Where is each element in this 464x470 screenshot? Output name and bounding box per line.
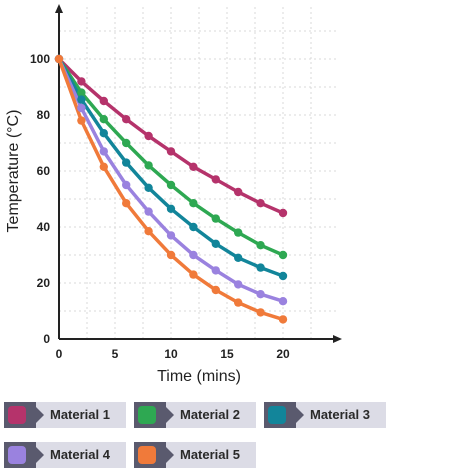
legend-label: Material 4 bbox=[36, 442, 126, 468]
data-point-material-5 bbox=[234, 298, 243, 307]
x-tick-label: 10 bbox=[164, 347, 178, 361]
x-tick-label: 5 bbox=[112, 347, 119, 361]
data-point-material-3 bbox=[189, 222, 198, 232]
data-point-material-2 bbox=[189, 199, 198, 208]
data-point-material-2 bbox=[234, 228, 243, 237]
data-point-material-5 bbox=[54, 54, 64, 64]
series-points bbox=[54, 54, 288, 324]
data-point-material-2 bbox=[144, 161, 153, 170]
y-tick-label: 0 bbox=[43, 332, 50, 346]
data-point-material-5 bbox=[122, 199, 131, 208]
data-point-material-5 bbox=[211, 285, 220, 295]
data-point-material-5 bbox=[278, 315, 288, 324]
data-point-material-1 bbox=[278, 208, 288, 218]
legend-arrow-icon bbox=[36, 407, 44, 423]
data-point-material-1 bbox=[122, 115, 131, 124]
data-point-material-5 bbox=[189, 270, 198, 279]
data-point-material-2 bbox=[122, 138, 131, 148]
legend-item-material-5[interactable]: Material 5 bbox=[134, 442, 256, 468]
legend-arrow-icon bbox=[296, 407, 304, 423]
data-point-material-2 bbox=[166, 180, 176, 190]
legend-swatch-material-1 bbox=[8, 406, 26, 424]
data-point-material-2 bbox=[278, 250, 288, 260]
legend-swatch-frame bbox=[134, 402, 174, 428]
data-point-material-2 bbox=[99, 115, 109, 124]
data-point-material-3 bbox=[256, 263, 265, 272]
data-point-material-1 bbox=[256, 199, 265, 208]
legend-item-material-1[interactable]: Material 1 bbox=[4, 402, 126, 428]
line-chart: 0 5 10 15 20 0 20 40 60 80 100 Time (mins) Tempera… bbox=[5, 4, 342, 385]
data-point-material-2 bbox=[77, 88, 86, 97]
data-point-material-1 bbox=[189, 162, 198, 171]
data-point-material-1 bbox=[211, 175, 220, 184]
data-point-material-1 bbox=[99, 96, 109, 106]
data-point-material-5 bbox=[99, 162, 109, 171]
legend-swatch-material-5 bbox=[138, 446, 156, 464]
x-axis-title: Time (mins) bbox=[157, 368, 241, 385]
legend-swatch-material-4 bbox=[8, 446, 26, 464]
y-tick-label: 60 bbox=[37, 164, 51, 178]
data-point-material-3 bbox=[77, 95, 86, 104]
legend-swatch-frame bbox=[4, 442, 44, 468]
data-point-material-3 bbox=[234, 253, 243, 262]
y-tick-label: 20 bbox=[37, 276, 51, 290]
data-point-material-3 bbox=[211, 239, 220, 248]
data-point-material-4 bbox=[77, 103, 86, 113]
data-point-material-3 bbox=[99, 129, 109, 138]
data-point-material-4 bbox=[144, 207, 153, 216]
data-point-material-4 bbox=[234, 280, 243, 289]
x-tick-label: 0 bbox=[56, 347, 63, 361]
tick-labels: 0 5 10 15 20 0 20 40 60 80 100 bbox=[30, 52, 290, 361]
x-axis-arrow bbox=[333, 335, 342, 343]
y-tick-label: 100 bbox=[30, 52, 50, 66]
legend-swatch-material-2 bbox=[138, 406, 156, 424]
legend-arrow-icon bbox=[166, 407, 174, 423]
legend-swatch-frame bbox=[134, 442, 174, 468]
legend-item-material-4[interactable]: Material 4 bbox=[4, 442, 126, 468]
legend-label: Material 2 bbox=[166, 402, 256, 428]
legend-item-material-2[interactable]: Material 2 bbox=[134, 402, 256, 428]
legend-swatch-frame bbox=[264, 402, 304, 428]
legend-swatch-frame bbox=[4, 402, 44, 428]
data-point-material-3 bbox=[166, 204, 176, 213]
legend-swatch-material-3 bbox=[268, 406, 286, 424]
data-point-material-3 bbox=[122, 158, 131, 167]
legend: Material 1 Material 2 Material 3 Materia… bbox=[0, 398, 464, 470]
legend-item-material-3[interactable]: Material 3 bbox=[264, 402, 386, 428]
data-point-material-5 bbox=[144, 227, 153, 236]
legend-arrow-icon bbox=[36, 447, 44, 463]
data-point-material-5 bbox=[77, 116, 86, 125]
data-point-material-4 bbox=[189, 250, 198, 260]
legend-label: Material 5 bbox=[166, 442, 256, 468]
data-point-material-5 bbox=[166, 250, 176, 260]
y-tick-label: 80 bbox=[37, 108, 51, 122]
data-point-material-4 bbox=[211, 266, 220, 275]
data-point-material-3 bbox=[278, 271, 288, 281]
data-point-material-4 bbox=[256, 290, 265, 299]
grid-lines bbox=[59, 4, 336, 339]
data-point-material-4 bbox=[278, 297, 288, 306]
x-tick-label: 15 bbox=[220, 347, 234, 361]
y-axis-arrow bbox=[55, 4, 63, 13]
data-point-material-1 bbox=[166, 147, 176, 156]
legend-arrow-icon bbox=[166, 447, 174, 463]
data-point-material-2 bbox=[211, 214, 220, 223]
y-tick-label: 40 bbox=[37, 220, 51, 234]
legend-label: Material 1 bbox=[36, 402, 126, 428]
data-point-material-4 bbox=[122, 180, 131, 190]
legend-label: Material 3 bbox=[296, 402, 386, 428]
data-point-material-3 bbox=[144, 183, 153, 192]
data-point-material-1 bbox=[234, 187, 243, 197]
data-point-material-5 bbox=[256, 308, 265, 317]
data-point-material-4 bbox=[166, 231, 176, 240]
data-point-material-1 bbox=[77, 77, 86, 86]
data-point-material-1 bbox=[144, 131, 153, 141]
axes bbox=[55, 4, 342, 343]
y-axis-title: Temperature (°C) bbox=[5, 110, 22, 233]
series-line-material-4 bbox=[57, 57, 285, 303]
x-tick-label: 20 bbox=[276, 347, 290, 361]
data-point-material-2 bbox=[256, 241, 265, 250]
data-point-material-4 bbox=[99, 147, 109, 156]
